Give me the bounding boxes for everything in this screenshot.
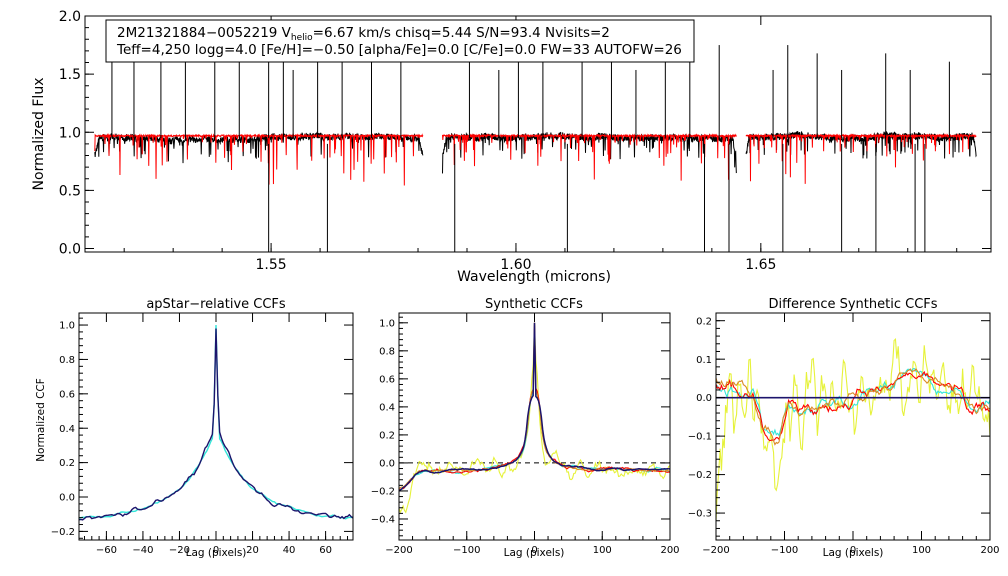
difference-ccf-ytick-label: −0.1 <box>688 432 712 443</box>
difference-ccf-plot-area <box>716 338 990 522</box>
difference-ccf-ytick-label: 0.1 <box>696 355 712 366</box>
model-spectrum-segment <box>745 132 977 184</box>
difference-ccf-series <box>716 370 990 442</box>
apstar-ccf-ytick-label: 0.0 <box>59 493 75 504</box>
difference-ccf-series <box>716 368 990 446</box>
apstar-ccf-xtick-label: −20 <box>169 545 190 556</box>
apstar-ccf-series <box>79 325 353 520</box>
ccf-panel-difference: −200 −100 0 100 200 −0.3 −0.2 −0.1 0.0 0.1 0.2 Dif… <box>688 297 1000 559</box>
apstar-ccf-series <box>79 328 353 521</box>
difference-ccf-xlabel: Lag (pixels) <box>823 547 884 559</box>
info-vhelio-subscript: helio <box>291 33 313 43</box>
apstar-ccf-ylabel: Normalized CCF <box>35 378 47 462</box>
spectrum-axes-frame <box>84 15 992 253</box>
apstar-ccf-ytick-label: 0.8 <box>59 355 75 366</box>
apstar-ccf-title: apStar−relative CCFs <box>146 297 286 312</box>
synthetic-ccf-xtick-label: 200 <box>660 545 679 556</box>
info-line-1: 2M21321884−0052219 Vhelio=6.67 km/s chis… <box>117 25 610 43</box>
synthetic-ccf-xtick-label: −200 <box>385 545 412 556</box>
spectrum-ticks: 1.55 1.60 1.65 0.0 0.5 1.0 1.5 2.0 <box>59 9 991 273</box>
ccf-panel-apstar: −60 −40 −20 0 20 40 60 −0.2 0.0 0.2 0.4 0.6 0.8 1.0 a… <box>35 297 354 559</box>
difference-ccf-ytick-label: 0.2 <box>696 316 712 327</box>
synthetic-ccf-ytick-label: 0.0 <box>379 459 395 470</box>
apstar-ccf-ytick-label: 0.2 <box>59 458 75 469</box>
synthetic-ccf-xtick-label: −100 <box>453 545 480 556</box>
apstar-ccf-ytick-label: 1.0 <box>59 321 75 332</box>
synthetic-ccf-ytick-label: 0.4 <box>379 402 395 413</box>
apstar-ccf-xtick-label: 40 <box>283 545 296 556</box>
spectrum-xtick-label: 1.60 <box>500 257 531 273</box>
synthetic-ccf-ticks: −200 −100 0 100 200 −0.4 −0.2 0.0 0.2 0.4 0.6 0.8 1.… <box>371 313 680 556</box>
apstar-ccf-ytick-label: 0.4 <box>59 424 75 435</box>
difference-ccf-ytick-label: 0.0 <box>696 393 712 404</box>
synthetic-ccf-ytick-label: 0.6 <box>379 374 395 385</box>
info-line-1-end: =6.67 km/s chisq=5.44 S/N=93.4 Nvisits=2 <box>313 25 610 41</box>
synthetic-ccf-ytick-label: 0.8 <box>379 346 395 357</box>
difference-ccf-ticks: −200 −100 0 100 200 −0.3 −0.2 −0.1 0.0 0.1 0.2 <box>688 312 1000 556</box>
synthetic-ccf-title: Synthetic CCFs <box>485 297 583 312</box>
info-line-2: Teff=4,250 logg=4.0 [Fe/H]=−0.50 [alpha/… <box>116 42 682 58</box>
difference-ccf-xtick-label: 200 <box>980 545 999 556</box>
apstar-ccf-xtick-label: −40 <box>132 545 153 556</box>
apstar-ccf-xtick-label: 0 <box>213 545 219 556</box>
synthetic-ccf-ytick-label: −0.4 <box>371 515 395 526</box>
spectrum-ylabel: Normalized Flux <box>31 78 47 191</box>
ccf-panel-synthetic: −200 −100 0 100 200 −0.4 −0.2 0.0 0.2 0.4 0.6 0.8 1.… <box>371 297 680 559</box>
spectrum-ytick-label: 1.5 <box>59 67 81 83</box>
synthetic-ccf-plot-area <box>399 322 670 514</box>
observed-spectrum-segment <box>745 130 977 159</box>
synthetic-ccf-xlabel: Lag (pixels) <box>504 547 565 559</box>
spectrum-panel: 1.55 1.60 1.65 0.0 0.5 1.0 1.5 2.0 Normalized F… <box>31 9 992 285</box>
apstar-ccf-ytick-label: 0.6 <box>59 389 75 400</box>
model-spectrum-segment <box>94 133 424 186</box>
info-line-1-start: 2M21321884−0052219 V <box>117 25 292 41</box>
synthetic-ccf-xtick-label: 0 <box>531 545 537 556</box>
apstar-ccf-xtick-label: 60 <box>319 545 332 556</box>
synthetic-ccf-ytick-label: −0.2 <box>371 487 395 498</box>
apstar-ccf-xlabel: Lag (pixels) <box>186 547 247 559</box>
difference-ccf-xtick-label: −100 <box>771 545 798 556</box>
spectrum-ytick-label: 2.0 <box>59 9 81 25</box>
apstar-ccf-xtick-label: −60 <box>96 545 117 556</box>
model-spectrum-segment <box>442 133 737 181</box>
spectrum-xlabel: Wavelength (microns) <box>457 269 611 285</box>
difference-ccf-ytick-label: −0.2 <box>688 470 712 481</box>
spectrum-xtick-label: 1.55 <box>256 257 287 273</box>
synthetic-ccf-series <box>399 322 670 492</box>
apstar-ccf-ytick-label: −0.2 <box>51 527 75 538</box>
spectrum-ytick-label: 0.5 <box>59 183 81 199</box>
synthetic-ccf-ytick-label: 0.2 <box>379 431 395 442</box>
apstar-ccf-ticks: −60 −40 −20 0 20 40 60 −0.2 0.0 0.2 0.4 0.6 0.8 1.0 <box>51 313 353 556</box>
difference-ccf-xtick-label: −200 <box>702 545 729 556</box>
synthetic-ccf-ytick-label: 1.0 <box>379 318 395 329</box>
difference-ccf-xtick-label: 100 <box>912 545 931 556</box>
spectrum-ytick-label: 1.0 <box>59 125 81 141</box>
apstar-ccf-xtick-label: 20 <box>246 545 259 556</box>
synthetic-ccf-xtick-label: 100 <box>593 545 612 556</box>
apstar-ccf-plot-area <box>79 325 353 521</box>
spectrum-ytick-label: 0.0 <box>59 242 81 258</box>
difference-ccf-xtick-label: 0 <box>850 545 856 556</box>
spectrum-xtick-label: 1.65 <box>745 257 776 273</box>
difference-ccf-ytick-label: −0.3 <box>688 509 712 520</box>
spectrum-info-box <box>105 19 695 63</box>
difference-ccf-title: Difference Synthetic CCFs <box>768 297 937 312</box>
